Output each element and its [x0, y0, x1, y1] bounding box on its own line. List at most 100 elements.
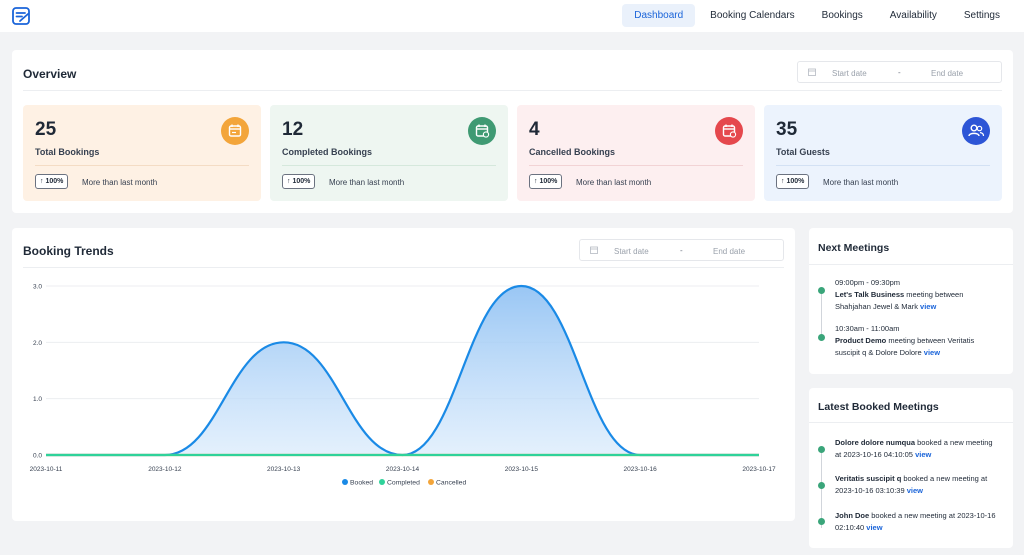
stat-card-total-bookings: 25 Total Bookings ↑ 100% More than last m… — [23, 105, 261, 201]
stat-note: More than last month — [823, 178, 899, 187]
stat-divider — [35, 165, 249, 166]
stat-card-completed-bookings: 12 Completed Bookings ↑ 100% More than la… — [270, 105, 508, 201]
view-link[interactable]: view — [915, 450, 932, 459]
meeting-time: 10:30am - 11:00am — [835, 324, 900, 333]
badge-text: 100% — [45, 178, 64, 185]
users-icon — [962, 117, 990, 145]
stat-value: 4 — [529, 119, 540, 140]
overview-date-range-picker[interactable]: Start date - End date — [797, 61, 1002, 83]
next-meetings-card: Next Meetings 09:00pm - 09:30pm Let's Ta… — [809, 228, 1013, 374]
x-tick-label: 2023-10-14 — [386, 466, 420, 473]
nav-dashboard[interactable]: Dashboard — [622, 4, 696, 27]
stat-value: 12 — [282, 119, 304, 140]
badge-text: 100% — [539, 178, 558, 185]
nav-booking-calendars[interactable]: Booking Calendars — [710, 10, 795, 21]
end-date-input[interactable]: End date — [931, 69, 964, 78]
meeting-name: Let's Talk Business — [835, 290, 905, 299]
legend-label: Cancelled — [436, 480, 466, 487]
next-meetings-title: Next Meetings — [818, 242, 890, 254]
booking-trends-chart: 0.0 1.0 2.0 3.0 2023-10-11 2023-10-12 2023-10-… — [30, 284, 776, 487]
arrow-up-icon: ↑ — [781, 178, 785, 185]
calendar-cancel-icon — [715, 117, 743, 145]
latest-booked-divider — [809, 422, 1013, 423]
view-link[interactable]: view — [920, 302, 937, 311]
stat-label: Cancelled Bookings — [529, 147, 616, 157]
booking-item: Dolore dolore numqua booked a new meetin… — [835, 437, 1000, 461]
x-tick-label: 2023-10-13 — [267, 466, 301, 473]
timeline-dot — [818, 446, 825, 453]
meeting-item: 10:30am - 11:00am Product Demo meeting b… — [835, 323, 1000, 359]
y-tick-label: 2.0 — [33, 340, 42, 347]
app-logo-icon[interactable] — [11, 6, 31, 26]
booked-line — [45, 284, 760, 457]
timeline-line — [821, 450, 822, 528]
view-link[interactable]: view — [866, 523, 883, 532]
x-tick-label: 2023-10-17 — [742, 466, 776, 473]
meeting-details: meeting between Shahjahan Jewel & Mark — [835, 290, 964, 311]
timeline-dot — [818, 287, 825, 294]
stat-value: 25 — [35, 119, 57, 140]
stat-divider — [529, 165, 743, 166]
booking-trends-card: Booking Trends Start date - End date 0.0… — [12, 228, 795, 521]
booking-details: booked a new meeting at 2023-10-16 03:10… — [835, 474, 988, 495]
main-nav: Dashboard Booking Calendars Bookings Ava… — [619, 4, 1012, 27]
stat-value: 35 — [776, 119, 798, 140]
legend-swatch — [428, 479, 434, 485]
latest-booked-title: Latest Booked Meetings — [818, 401, 939, 413]
start-date-input[interactable]: Start date — [832, 69, 867, 78]
booking-item: Veritatis suscipit q booked a new meetin… — [835, 473, 1000, 497]
badge-text: 100% — [786, 178, 805, 185]
arrow-up-icon: ↑ — [534, 178, 538, 185]
x-tick-label: 2023-10-11 — [30, 466, 63, 473]
calendar-check-icon — [468, 117, 496, 145]
meeting-time: 09:00pm - 09:30pm — [835, 278, 901, 287]
overview-divider — [23, 90, 1002, 91]
guest-name: Veritatis suscipit q — [835, 474, 902, 483]
arrow-up-icon: ↑ — [40, 178, 44, 185]
x-tick-label: 2023-10-12 — [148, 466, 182, 473]
view-link[interactable]: view — [923, 348, 941, 357]
stat-change-badge: ↑ 100% — [282, 174, 316, 189]
stat-card-total-guests: 35 Total Guests ↑ 100% More than last mon… — [764, 105, 1002, 201]
overview-card: Overview Start date - End date 25 Total … — [12, 50, 1013, 213]
y-tick-label: 1.0 — [33, 396, 42, 403]
date-separator: - — [680, 246, 683, 255]
booking-item: John Doe booked a new meeting at 2023-10… — [835, 510, 1000, 534]
next-meetings-divider — [809, 264, 1013, 265]
stat-divider — [282, 165, 496, 166]
booking-details: booked a new meeting at 2023-10-16 02:10… — [835, 511, 996, 532]
trends-date-range-picker[interactable]: Start date - End date — [579, 239, 784, 261]
timeline-line — [821, 290, 822, 338]
nav-bookings[interactable]: Bookings — [821, 10, 863, 21]
view-link[interactable]: view — [906, 486, 923, 495]
guest-name: John Doe — [835, 511, 870, 520]
stat-note: More than last month — [329, 178, 405, 187]
overview-title: Overview — [23, 67, 77, 81]
stat-card-cancelled-bookings: 4 Cancelled Bookings ↑ 100% More than las… — [517, 105, 755, 201]
start-date-input[interactable]: Start date — [614, 247, 649, 256]
stat-label: Total Bookings — [35, 147, 100, 157]
stat-label: Total Guests — [776, 147, 830, 157]
legend-swatch — [342, 479, 348, 485]
stat-note: More than last month — [82, 178, 158, 187]
meeting-details: meeting between Veritatis suscipit q & D… — [835, 336, 975, 357]
date-separator: - — [898, 68, 901, 77]
nav-availability[interactable]: Availability — [889, 10, 937, 21]
badge-text: 100% — [292, 178, 311, 185]
x-tick-label: 2023-10-16 — [624, 466, 658, 473]
guest-name: Dolore dolore numqua — [835, 438, 916, 447]
stat-divider — [776, 165, 990, 166]
latest-booked-meetings-card: Latest Booked Meetings Dolore dolore num… — [809, 388, 1013, 548]
arrow-up-icon: ↑ — [287, 178, 291, 185]
trends-divider — [23, 267, 784, 268]
meeting-name: Product Demo — [835, 336, 887, 345]
end-date-input[interactable]: End date — [713, 247, 746, 256]
nav-settings[interactable]: Settings — [963, 10, 1000, 21]
stat-change-badge: ↑ 100% — [35, 174, 69, 189]
booked-area — [46, 286, 759, 455]
booking-trends-title: Booking Trends — [23, 244, 114, 258]
legend-label: Completed — [387, 480, 420, 487]
y-tick-label: 3.0 — [33, 284, 42, 291]
stat-note: More than last month — [576, 178, 652, 187]
calendar-icon — [221, 117, 249, 145]
